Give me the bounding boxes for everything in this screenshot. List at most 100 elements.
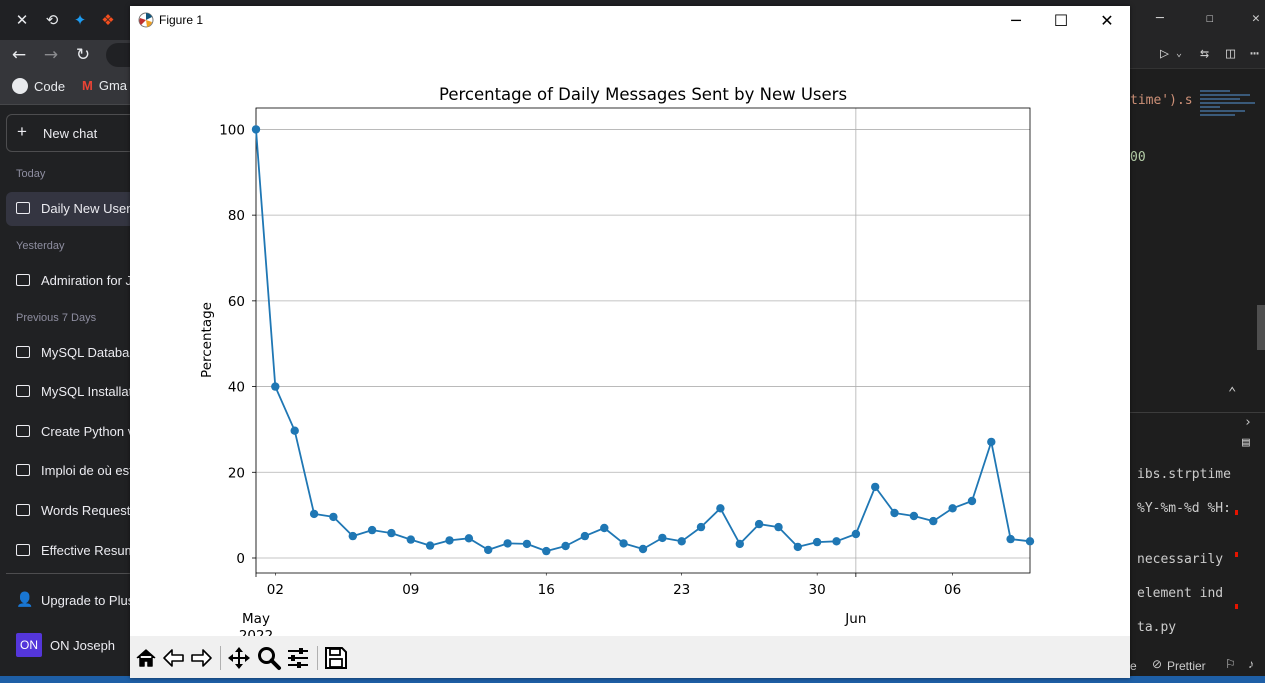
x-minor-tick-label: 06 [944,582,961,598]
data-point [890,508,899,518]
data-point [774,522,783,532]
close-tab-icon[interactable]: ✕ [15,11,29,29]
figure-title-bar: Figure 1 ─ ☐ ✕ [130,6,1130,36]
window-title: Figure 1 [159,13,204,27]
minimap[interactable] [1200,90,1260,150]
bookmark-code[interactable]: Code [12,78,65,94]
data-point [522,539,532,549]
zoom-icon[interactable] [256,645,282,671]
chat-item[interactable]: Imploi de où est [6,454,130,488]
code-line: time').s [1130,93,1193,108]
forward-icon[interactable]: → [43,45,59,65]
chat-item[interactable]: MySQL Installat [6,375,130,409]
terminal-panel: › ▤ ibs.strptime %Y-%m-%d %H: necessaril… [1130,412,1265,673]
chat-sidebar: + New chat Today Daily New User Yesterda… [0,105,130,683]
terminal-line: ta.py [1137,620,1177,635]
x-major-tick-label: May [242,611,270,627]
chat-item[interactable]: MySQL Databas [6,336,130,370]
scrollbar[interactable] [1257,305,1265,350]
data-point [929,516,938,526]
chevron-down-icon[interactable]: ⌄ [1176,48,1183,59]
upgrade-button[interactable]: 👤 Upgrade to Plus [16,591,130,608]
code-editor-window: ─ ☐ ✕ ▷ ⌄ ⇆ ◫ ⋯ time').s 00 ⌃ › ▤ ibs.st… [1130,0,1265,683]
bell-icon[interactable]: ♪ [1248,657,1254,671]
error-marker [1235,552,1238,557]
chat-bubble-icon [16,346,30,358]
y-axis-label: Percentage [199,302,215,378]
twitter-icon[interactable]: ✦ [73,11,87,29]
user-menu[interactable]: ON ON Joseph [6,631,130,661]
toolbar-separator [220,646,221,670]
user-icon: 👤 [16,591,34,607]
terminal-line: necessarily [1137,552,1224,567]
x-minor-tick-label: 02 [267,582,284,598]
chat-bubble-icon [16,504,30,516]
figma-icon[interactable]: ❖ [101,11,115,29]
back-arrow-icon[interactable] [161,645,187,671]
configure-subplots-icon[interactable] [285,645,311,671]
data-point [290,426,299,435]
x-major-tick-label: Jun [844,611,866,627]
data-point [387,528,396,538]
forward-arrow-icon[interactable] [188,645,214,671]
back-icon[interactable]: ← [11,45,27,65]
maximize-icon[interactable]: ☐ [1206,11,1214,26]
new-chat-button[interactable]: + New chat [6,114,130,152]
run-icon[interactable]: ▷ [1160,44,1170,62]
data-point [600,523,609,533]
compare-icon[interactable]: ⇆ [1200,44,1210,62]
chart-title: Percentage of Daily Messages Sent by New… [439,85,847,104]
status-prettier[interactable]: Prettier [1167,659,1206,673]
pan-icon[interactable] [226,645,252,671]
chat-item[interactable]: Admiration for J [6,264,130,298]
data-point [367,525,377,535]
error-marker [1235,604,1238,609]
code-line: 00 [1130,150,1146,165]
plus-icon: + [17,122,27,141]
history-icon[interactable]: ⟲ [45,11,59,29]
feedback-icon[interactable]: ⚐ [1225,657,1236,671]
minimize-icon[interactable]: ─ [1156,11,1164,26]
close-button[interactable]: ✕ [1100,11,1114,30]
data-point [329,512,338,522]
chat-item[interactable]: Effective Resum [6,534,130,568]
github-icon [12,78,28,94]
chat-item[interactable]: Words Requeste [6,494,130,528]
y-tick-label: 40 [228,380,245,396]
chevron-up-icon[interactable]: ⌃ [1228,385,1237,401]
sidebar-divider [6,573,130,574]
data-point [580,531,590,541]
figure-window: Figure 1 ─ ☐ ✕ 0 20 40 60 80 100 May 2022 Jun 02 0… [130,6,1130,678]
save-icon[interactable] [323,645,349,671]
reload-icon[interactable]: ↻ [75,45,91,65]
data-point [967,496,977,506]
chevron-right-icon[interactable]: › [1244,415,1252,430]
data-point [638,544,648,554]
data-point [619,539,628,548]
data-point [735,539,744,549]
bookmark-gmail[interactable]: M Gma [82,78,128,93]
axes-frame [255,107,1031,574]
minimize-button[interactable]: ─ [1011,11,1021,30]
data-point [251,125,261,134]
copy-icon[interactable]: ▤ [1242,435,1250,450]
chat-item[interactable]: Daily New User [6,192,130,226]
y-tick-label: 60 [228,294,245,310]
data-point [309,509,319,519]
x-minor-tick-label: 23 [673,582,690,598]
home-icon[interactable] [133,645,159,671]
terminal-line: element ind [1137,586,1224,601]
data-point [716,504,725,513]
toolbar-separator [317,646,318,670]
maximize-button[interactable]: ☐ [1053,11,1069,30]
split-editor-icon[interactable]: ◫ [1226,44,1236,62]
matplotlib-icon [138,12,154,28]
close-icon[interactable]: ✕ [1252,11,1260,26]
chat-item[interactable]: Create Python v [6,415,130,449]
data-point [793,542,802,552]
gmail-icon: M [82,78,93,93]
x-major-tick-sublabel: 2022 [239,628,273,636]
more-icon[interactable]: ⋯ [1250,44,1260,62]
figure-toolbar [130,636,1130,678]
